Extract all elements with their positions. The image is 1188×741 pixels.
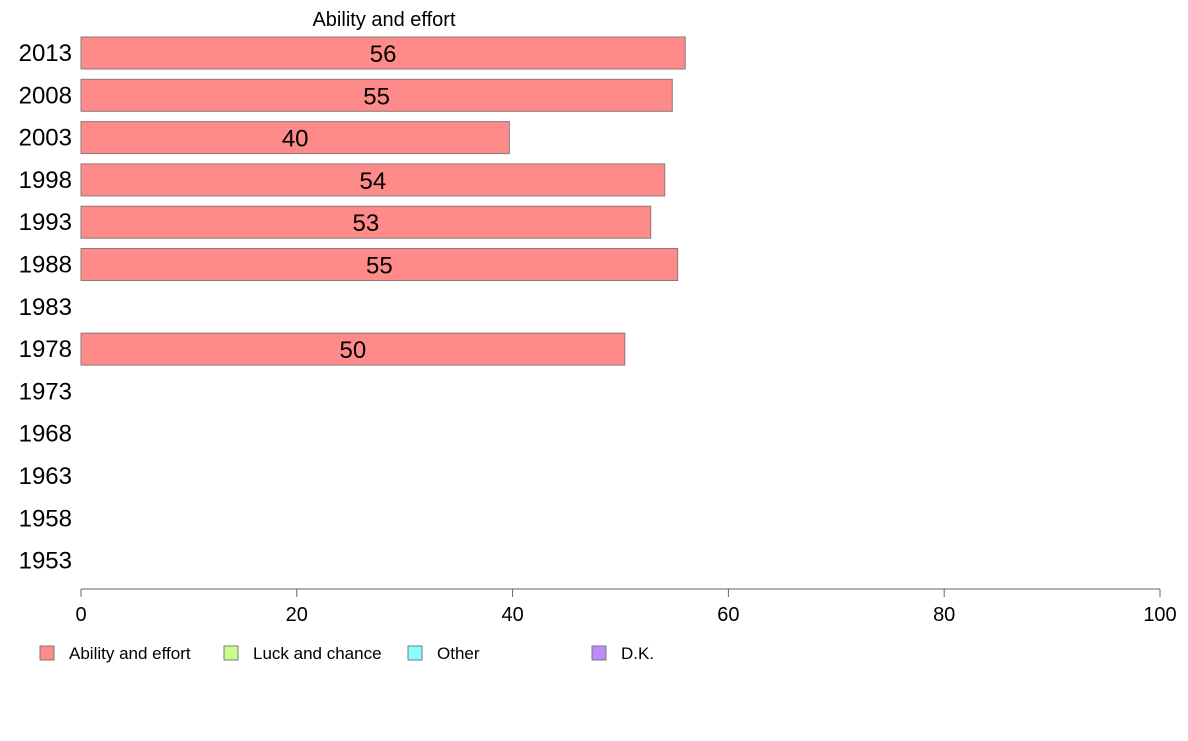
y-tick-label: 2008 (19, 82, 72, 109)
bar (80, 205, 652, 239)
x-tick-label: 20 (286, 604, 308, 626)
y-tick-label: 1973 (19, 378, 72, 405)
y-tick-label: 1993 (19, 209, 72, 236)
bar (80, 121, 510, 155)
x-tick-label: 0 (75, 604, 86, 626)
y-tick-label: 1953 (19, 548, 72, 575)
bar-value-label: 50 (340, 337, 367, 364)
bar (80, 248, 679, 281)
bar (80, 163, 666, 197)
bar (80, 332, 626, 366)
y-tick-label: 1963 (19, 463, 72, 490)
legend-label: Other (437, 644, 480, 663)
y-tick-label: 2003 (19, 125, 72, 152)
y-tick-label: 1998 (19, 167, 72, 194)
x-tick-label: 40 (501, 604, 523, 626)
bar-value-label: 54 (360, 168, 387, 195)
bar-value-label: 55 (366, 253, 393, 280)
x-tick-label: 60 (717, 604, 739, 626)
legend-label: Luck and chance (253, 644, 382, 663)
legend-swatch (39, 645, 55, 661)
legend-label: Ability and effort (69, 644, 191, 663)
y-tick-label: 1983 (19, 294, 72, 321)
panel-title: Ability and effort (312, 9, 455, 31)
y-tick-label: 2013 (19, 40, 72, 67)
bar-value-label: 55 (363, 83, 390, 110)
legend-swatch (407, 645, 423, 661)
legend-swatch (591, 645, 607, 661)
bar-value-label: 40 (282, 126, 309, 153)
y-tick-label: 1988 (19, 252, 72, 279)
y-tick-label: 1958 (19, 505, 72, 532)
x-tick-label: 100 (1143, 604, 1176, 626)
legend-swatch (223, 645, 239, 661)
y-tick-label: 1968 (19, 421, 72, 448)
bar (80, 36, 686, 70)
legend-label: D.K. (621, 644, 654, 663)
bar-value-label: 53 (353, 210, 380, 237)
bar-value-label: 56 (370, 41, 397, 68)
bar (80, 78, 673, 112)
y-tick-label: 1978 (19, 336, 72, 363)
x-tick-label: 80 (933, 604, 955, 626)
